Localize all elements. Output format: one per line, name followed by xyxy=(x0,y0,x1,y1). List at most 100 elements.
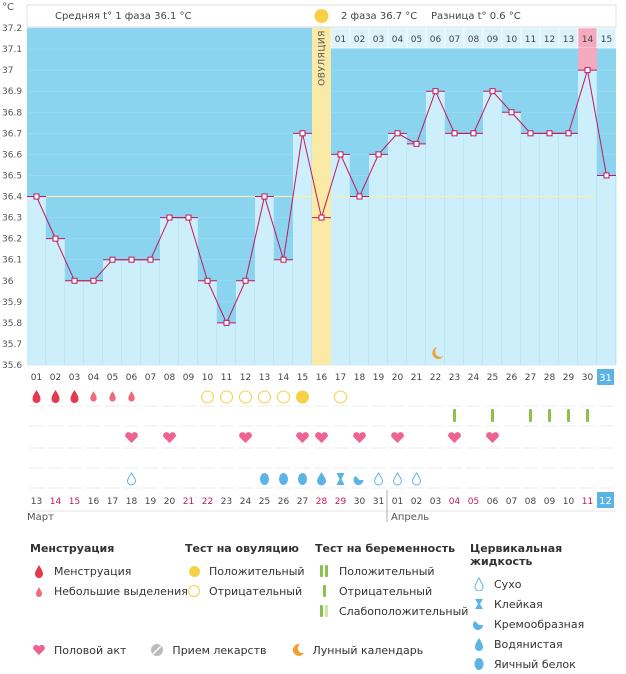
pregnancy-test-icon xyxy=(453,409,456,422)
cycle-day-label: 17 xyxy=(335,373,346,383)
cycle-day-label: 30 xyxy=(582,373,594,383)
sticky-icon xyxy=(470,597,488,611)
temperature-bar xyxy=(388,133,407,365)
small-blood-drop-icon xyxy=(30,584,48,598)
cycle-day-label: 01 xyxy=(31,373,42,383)
temperature-bar xyxy=(407,143,426,365)
legend-label: Положительный xyxy=(339,564,435,578)
heart-icon xyxy=(391,432,404,443)
cycle-day-label: 05 xyxy=(107,373,118,383)
watery-drop-icon xyxy=(316,472,327,486)
temperature-bar xyxy=(274,259,293,365)
cycle-day-label: 07 xyxy=(145,373,156,383)
legend-menstruation: Менструация Менструация Небольшие выделе… xyxy=(30,542,188,601)
cycle-day-label: 22 xyxy=(430,373,441,383)
cycle-day-label: 11 xyxy=(221,373,232,383)
legend-label: Положительный xyxy=(209,564,305,578)
temperature-bar xyxy=(255,196,274,365)
diff-summary: Разница t° 0.6 °C xyxy=(431,11,521,22)
legend-label: Отрицательный xyxy=(209,584,303,598)
legend-label: Отрицательный xyxy=(339,584,433,598)
pregnancy-weak-icon xyxy=(315,605,333,617)
pregnancy-test-icon xyxy=(491,409,494,422)
menstruation-drop-icon xyxy=(51,390,60,403)
temperature-point xyxy=(470,130,477,137)
heart-icon xyxy=(30,644,48,656)
phase2-day-label: 09 xyxy=(487,35,499,45)
dry-drop-icon xyxy=(392,472,403,486)
temperature-point xyxy=(223,319,230,326)
temperature-bar xyxy=(521,133,540,365)
phase2-day-label: 08 xyxy=(468,35,480,45)
legend-label: Сухо xyxy=(494,577,522,591)
temperature-bar xyxy=(46,238,65,365)
calendar-date-label: 09 xyxy=(544,497,556,507)
calendar-date-label: 10 xyxy=(563,497,575,507)
last-cycle-day-label: 31 xyxy=(599,373,612,384)
temperature-point xyxy=(109,256,116,263)
temperature-point xyxy=(204,277,211,284)
watery-drop-icon xyxy=(470,637,488,651)
temperature-point xyxy=(166,214,173,221)
calendar-date-label: 01 xyxy=(392,497,403,507)
y-tick-label: 36.1 xyxy=(2,256,22,266)
cycle-day-label: 18 xyxy=(354,373,366,383)
calendar-date-label: 05 xyxy=(468,497,479,507)
phase2-day-label: 07 xyxy=(449,35,460,45)
phase2-highlight-column xyxy=(578,48,597,71)
y-tick-label: 37.2 xyxy=(2,24,22,34)
temperature-point xyxy=(318,214,325,221)
sticky-icon xyxy=(336,473,345,485)
pill-icon xyxy=(148,643,166,657)
temperature-point xyxy=(432,88,439,95)
calendar-date-label: 28 xyxy=(316,497,328,507)
phase2-day-label: 13 xyxy=(563,35,574,45)
y-tick-label: 35.8 xyxy=(2,319,22,329)
temperature-bar xyxy=(540,133,559,365)
cycle-day-label: 29 xyxy=(563,373,575,383)
heart-icon xyxy=(448,432,461,443)
temperature-bar xyxy=(597,175,616,365)
temperature-point xyxy=(394,130,401,137)
egg-white-icon xyxy=(279,473,288,485)
ovulation-test-negative-icon xyxy=(334,390,347,404)
calendar-date-label: 20 xyxy=(164,497,176,507)
cycle-day-label: 06 xyxy=(126,373,138,383)
cycle-day-label: 21 xyxy=(411,373,422,383)
cycle-day-label: 15 xyxy=(297,373,308,383)
cycle-day-label: 09 xyxy=(183,373,195,383)
legend-label: Прием лекарств xyxy=(172,643,267,657)
pregnancy-test-icon xyxy=(529,409,532,422)
y-tick-label: 36.7 xyxy=(2,129,22,139)
calendar-date-label: 25 xyxy=(259,497,270,507)
temperature-bar xyxy=(236,280,255,365)
heart-icon xyxy=(353,432,366,443)
temperature-point xyxy=(375,151,382,158)
legend-ovulation-test: Тест на овуляцию Положительный Отрицател… xyxy=(185,542,305,601)
temperature-bar xyxy=(502,112,521,365)
cycle-day-label: 20 xyxy=(392,373,404,383)
menstruation-drop-icon xyxy=(90,391,97,402)
y-tick-label: 36.5 xyxy=(2,171,22,181)
temperature-point xyxy=(356,193,363,200)
calendar-date-label: 13 xyxy=(31,497,42,507)
temperature-point xyxy=(508,109,515,116)
egg-white-icon xyxy=(298,473,307,485)
temperature-point xyxy=(451,130,458,137)
phase2-day-label: 12 xyxy=(544,35,555,45)
phase2-day-label: 06 xyxy=(430,35,442,45)
dry-drop-icon xyxy=(411,472,422,486)
pregnancy-positive-icon xyxy=(315,565,333,577)
temperature-bar xyxy=(141,259,160,365)
phase2-day-label: 02 xyxy=(354,35,365,45)
egg-white-icon xyxy=(260,473,269,485)
temperature-bar xyxy=(103,259,122,365)
cycle-day-label: 23 xyxy=(449,373,460,383)
moon-icon xyxy=(289,643,307,657)
egg-white-icon xyxy=(470,657,488,671)
temperature-bar xyxy=(464,133,483,365)
temperature-point xyxy=(33,193,40,200)
temperature-bar xyxy=(217,322,236,365)
pregnancy-test-icon xyxy=(548,409,551,422)
cycle-day-label: 26 xyxy=(506,373,518,383)
